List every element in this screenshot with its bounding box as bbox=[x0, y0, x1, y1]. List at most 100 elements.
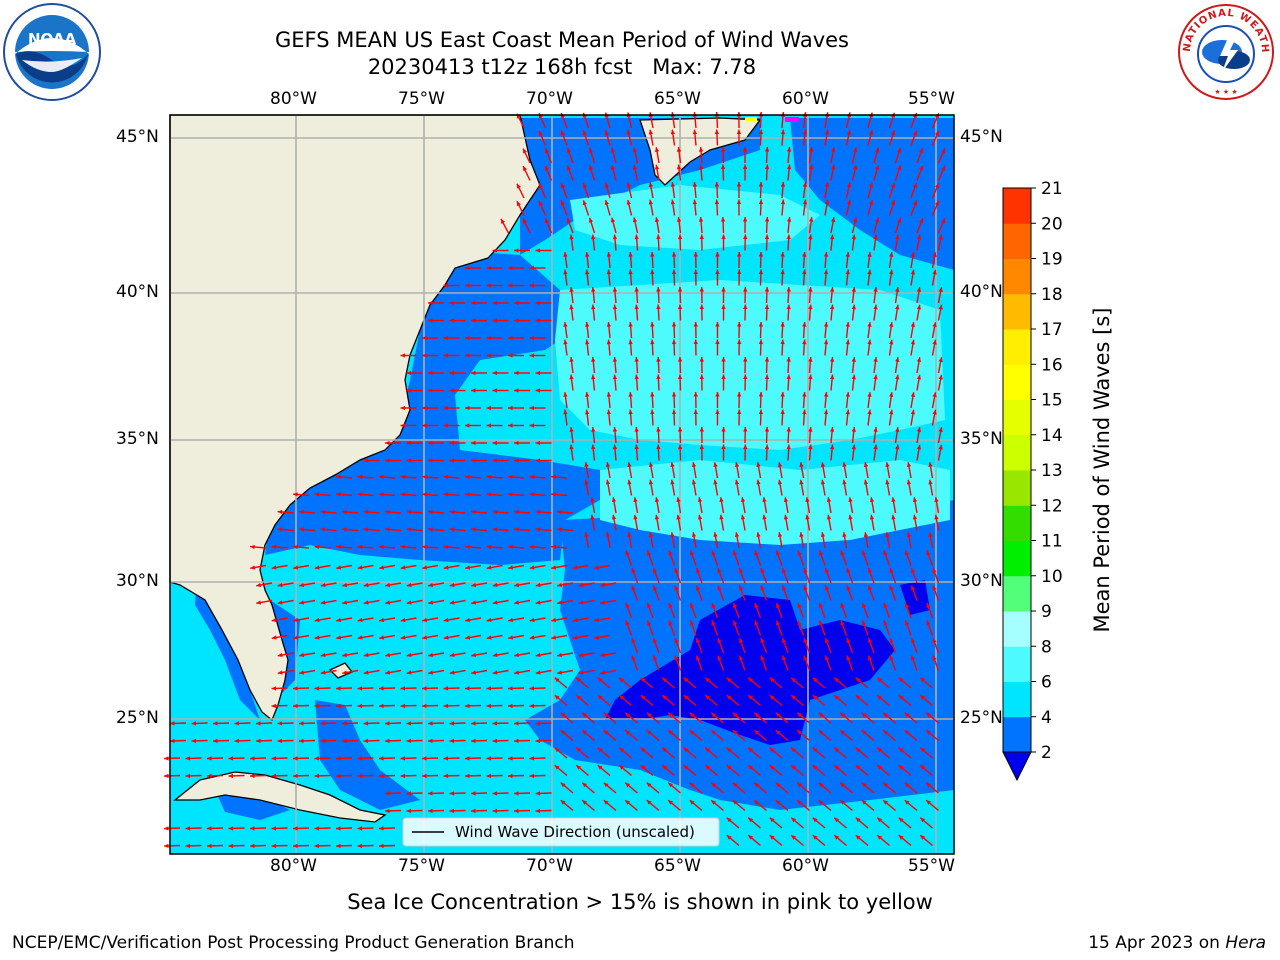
lat-label-left-25n: 25°N bbox=[116, 708, 159, 728]
wave-arrow-head bbox=[428, 458, 433, 463]
wave-arrow-head bbox=[585, 322, 590, 327]
wave-arrow-head bbox=[834, 677, 840, 683]
wave-arrow-head bbox=[611, 514, 617, 520]
wave-arrow-head bbox=[293, 544, 298, 550]
wave-arrow-head bbox=[823, 252, 829, 257]
wave-arrow-head bbox=[733, 620, 738, 626]
wave-arrow-head bbox=[670, 479, 675, 485]
wave-arrow-head bbox=[883, 712, 889, 718]
wave-arrow-head bbox=[508, 283, 513, 288]
wave-arrow-head bbox=[733, 602, 738, 608]
wave-arrow-head bbox=[357, 492, 363, 497]
wave-arrow-head bbox=[690, 620, 695, 626]
wave-arrow-head bbox=[582, 182, 587, 188]
wave-arrow-head bbox=[895, 304, 900, 310]
wave-arrow-head bbox=[897, 217, 902, 223]
wave-arrow-head bbox=[805, 514, 810, 520]
wave-arrow-head bbox=[560, 730, 566, 735]
wave-arrow-head bbox=[632, 147, 638, 153]
wave-arrow-head bbox=[428, 670, 434, 675]
wave-arrow-head bbox=[740, 514, 746, 520]
wave-arrow-head bbox=[797, 712, 803, 718]
wave-arrow-head bbox=[764, 357, 770, 362]
wave-arrow-head bbox=[646, 782, 652, 788]
wave-arrow-head bbox=[256, 600, 262, 605]
wave-arrow-head bbox=[829, 427, 835, 432]
wave-arrow-head bbox=[824, 182, 830, 188]
wave-arrow-head bbox=[764, 217, 770, 222]
wave-arrow-head bbox=[920, 695, 926, 700]
wave-arrow-head bbox=[782, 585, 787, 591]
wave-arrow-head bbox=[271, 756, 277, 761]
wave-arrow-head bbox=[715, 339, 720, 345]
wave-arrow-head bbox=[818, 730, 824, 735]
wave-arrow-head bbox=[422, 492, 427, 497]
wave-arrow-head bbox=[591, 357, 596, 362]
wave-arrow-head bbox=[357, 756, 363, 761]
wave-arrow-head bbox=[449, 808, 455, 814]
wave-arrow-head bbox=[764, 444, 770, 450]
colorbar-tick-label: 19 bbox=[1041, 250, 1063, 270]
wave-arrow-head bbox=[769, 765, 775, 770]
wave-arrow-head bbox=[551, 544, 556, 550]
wave-arrow-head bbox=[802, 339, 807, 345]
wave-arrow-head bbox=[932, 252, 937, 258]
wave-arrow-head bbox=[677, 234, 683, 240]
wave-arrow-head bbox=[385, 738, 390, 744]
wave-arrow-head bbox=[471, 458, 476, 463]
wave-arrow-head bbox=[486, 635, 492, 640]
wave-arrow-head bbox=[786, 374, 791, 380]
wave-arrow-head bbox=[385, 808, 390, 814]
wave-arrow-head bbox=[422, 474, 427, 480]
wave-arrow-head bbox=[683, 695, 689, 700]
wave-arrow-head bbox=[379, 474, 384, 480]
wave-arrow-head bbox=[400, 635, 406, 640]
colorbar-tick-label: 10 bbox=[1041, 567, 1063, 587]
wave-arrow-head bbox=[756, 532, 761, 538]
wave-arrow-head bbox=[514, 300, 519, 306]
wave-arrow-head bbox=[910, 269, 916, 275]
wave-arrow-head bbox=[910, 252, 916, 258]
chart-subtitle: 20230413 t12z 168h fcst Max: 7.78 bbox=[367, 55, 757, 79]
wave-arrow-head bbox=[677, 357, 683, 362]
wave-arrow-head bbox=[760, 637, 765, 643]
wave-arrow-head bbox=[938, 357, 943, 363]
wave-arrow-head bbox=[443, 703, 449, 709]
wave-arrow-head bbox=[293, 492, 298, 497]
wave-arrow-head bbox=[862, 602, 867, 608]
wave-arrow-head bbox=[569, 287, 574, 292]
wave-arrow-head bbox=[449, 509, 455, 515]
wave-arrow-head bbox=[905, 602, 910, 608]
wave-arrow-head bbox=[690, 550, 695, 556]
wave-arrow-head bbox=[640, 747, 646, 753]
wave-arrow-head bbox=[928, 532, 933, 538]
wave-arrow-head bbox=[656, 287, 661, 292]
wave-arrow-head bbox=[851, 287, 856, 292]
wave-arrow-head bbox=[363, 458, 369, 463]
wave-arrow-head bbox=[400, 703, 406, 709]
wave-arrow-head bbox=[529, 405, 535, 411]
wave-arrow-head bbox=[610, 147, 616, 153]
wave-arrow-head bbox=[185, 773, 191, 779]
wave-arrow-head bbox=[631, 567, 636, 573]
wave-arrow-head bbox=[271, 565, 277, 570]
wave-arrow-head bbox=[855, 765, 861, 770]
wave-arrow-head bbox=[538, 130, 543, 136]
wave-arrow-head bbox=[634, 304, 639, 310]
wave-arrow-head bbox=[486, 703, 492, 709]
wave-arrow-head bbox=[786, 147, 792, 152]
wave-arrow-head bbox=[557, 527, 562, 532]
wave-arrow-head bbox=[677, 304, 683, 310]
wave-arrow-head bbox=[336, 492, 341, 497]
wave-arrow-head bbox=[715, 322, 720, 327]
colorbar-block bbox=[1003, 575, 1031, 612]
lon-label-bottom-80w: 80°W bbox=[270, 856, 317, 876]
wave-arrow-head bbox=[654, 497, 660, 503]
wave-arrow-head bbox=[737, 269, 742, 275]
wave-arrow-head bbox=[782, 655, 787, 661]
wave-arrow-head bbox=[449, 791, 455, 796]
wave-arrow-head bbox=[566, 217, 572, 223]
wave-arrow-head bbox=[428, 527, 433, 532]
colorbar-block bbox=[1003, 540, 1031, 577]
wave-arrow-head bbox=[920, 747, 926, 753]
